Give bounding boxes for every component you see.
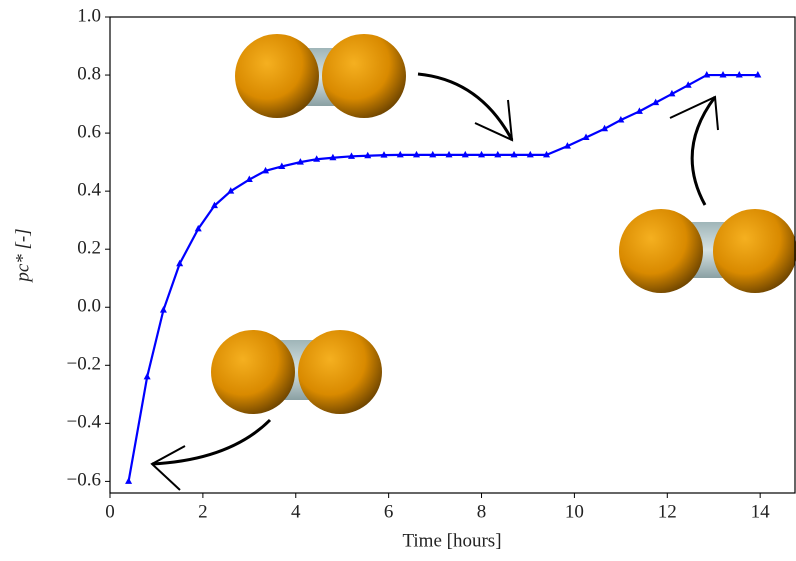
data-point: [227, 187, 235, 194]
data-point: [582, 133, 590, 140]
y-tick-label: 0.6: [77, 121, 101, 142]
data-point: [461, 150, 469, 158]
data-point: [245, 175, 253, 183]
data-point: [526, 150, 534, 158]
arrow-head: [150, 445, 186, 491]
x-tick-label: 4: [291, 501, 301, 522]
data-point: [313, 155, 321, 162]
data-point: [159, 306, 167, 313]
particle-pair: [619, 209, 796, 293]
arrows: [150, 72, 719, 491]
data-point: [754, 71, 762, 78]
data-point: [684, 81, 692, 88]
data-point: [176, 259, 184, 267]
y-axis-label: pc* [-]: [12, 228, 33, 283]
data-point: [617, 116, 625, 123]
illustrations: [150, 34, 796, 491]
data-point: [125, 477, 133, 484]
x-tick-label: 10: [565, 501, 584, 522]
x-tick-label: 14: [751, 501, 771, 522]
x-tick-label: 12: [658, 501, 677, 522]
data-point: [364, 151, 372, 159]
data-point: [735, 71, 743, 78]
data-point: [396, 150, 404, 158]
arrow-head: [669, 95, 719, 131]
y-tick-label: −0.4: [67, 412, 102, 433]
arrow: [690, 96, 717, 206]
plot-frame: [109, 16, 796, 494]
x-tick-label: 2: [198, 501, 208, 522]
data-point: [668, 89, 676, 97]
y-tick-label: 1.0: [77, 5, 101, 26]
data-point: [429, 150, 437, 158]
data-point: [278, 162, 286, 169]
data-point: [652, 98, 660, 106]
y-tick-label: 0.2: [77, 238, 101, 259]
data-point: [296, 158, 304, 165]
x-tick-label: 8: [477, 501, 487, 522]
data-point: [494, 150, 502, 158]
data-point: [413, 150, 421, 158]
data-point: [445, 150, 453, 158]
data-point: [262, 166, 270, 174]
data-point: [194, 224, 202, 232]
particle-pair: [211, 330, 382, 414]
data-point: [329, 153, 337, 161]
x-tick-label: 6: [384, 501, 394, 522]
data-point: [543, 150, 551, 158]
x-tick-label: 0: [105, 501, 115, 522]
data-point: [635, 107, 643, 114]
y-tick-label: −0.6: [67, 470, 101, 491]
x-axis-label: Time [hours]: [402, 530, 501, 551]
data-point: [510, 150, 518, 158]
y-tick-label: 0.0: [77, 296, 101, 317]
arrow: [417, 72, 514, 141]
y-tick-label: 0.4: [77, 180, 101, 201]
arrow-head: [474, 99, 514, 142]
data-point: [703, 71, 711, 78]
data-point: [719, 71, 727, 78]
data-point: [563, 142, 571, 149]
y-tick-label: 0.8: [77, 63, 101, 84]
data-point: [380, 151, 388, 158]
data-point: [210, 201, 218, 209]
data-point: [601, 124, 609, 132]
y-tick-label: −0.2: [67, 354, 101, 375]
particle-pair: [235, 34, 406, 118]
data-point: [143, 372, 151, 380]
data-point: [347, 152, 355, 159]
data-point: [478, 150, 486, 158]
arrow: [151, 418, 272, 466]
